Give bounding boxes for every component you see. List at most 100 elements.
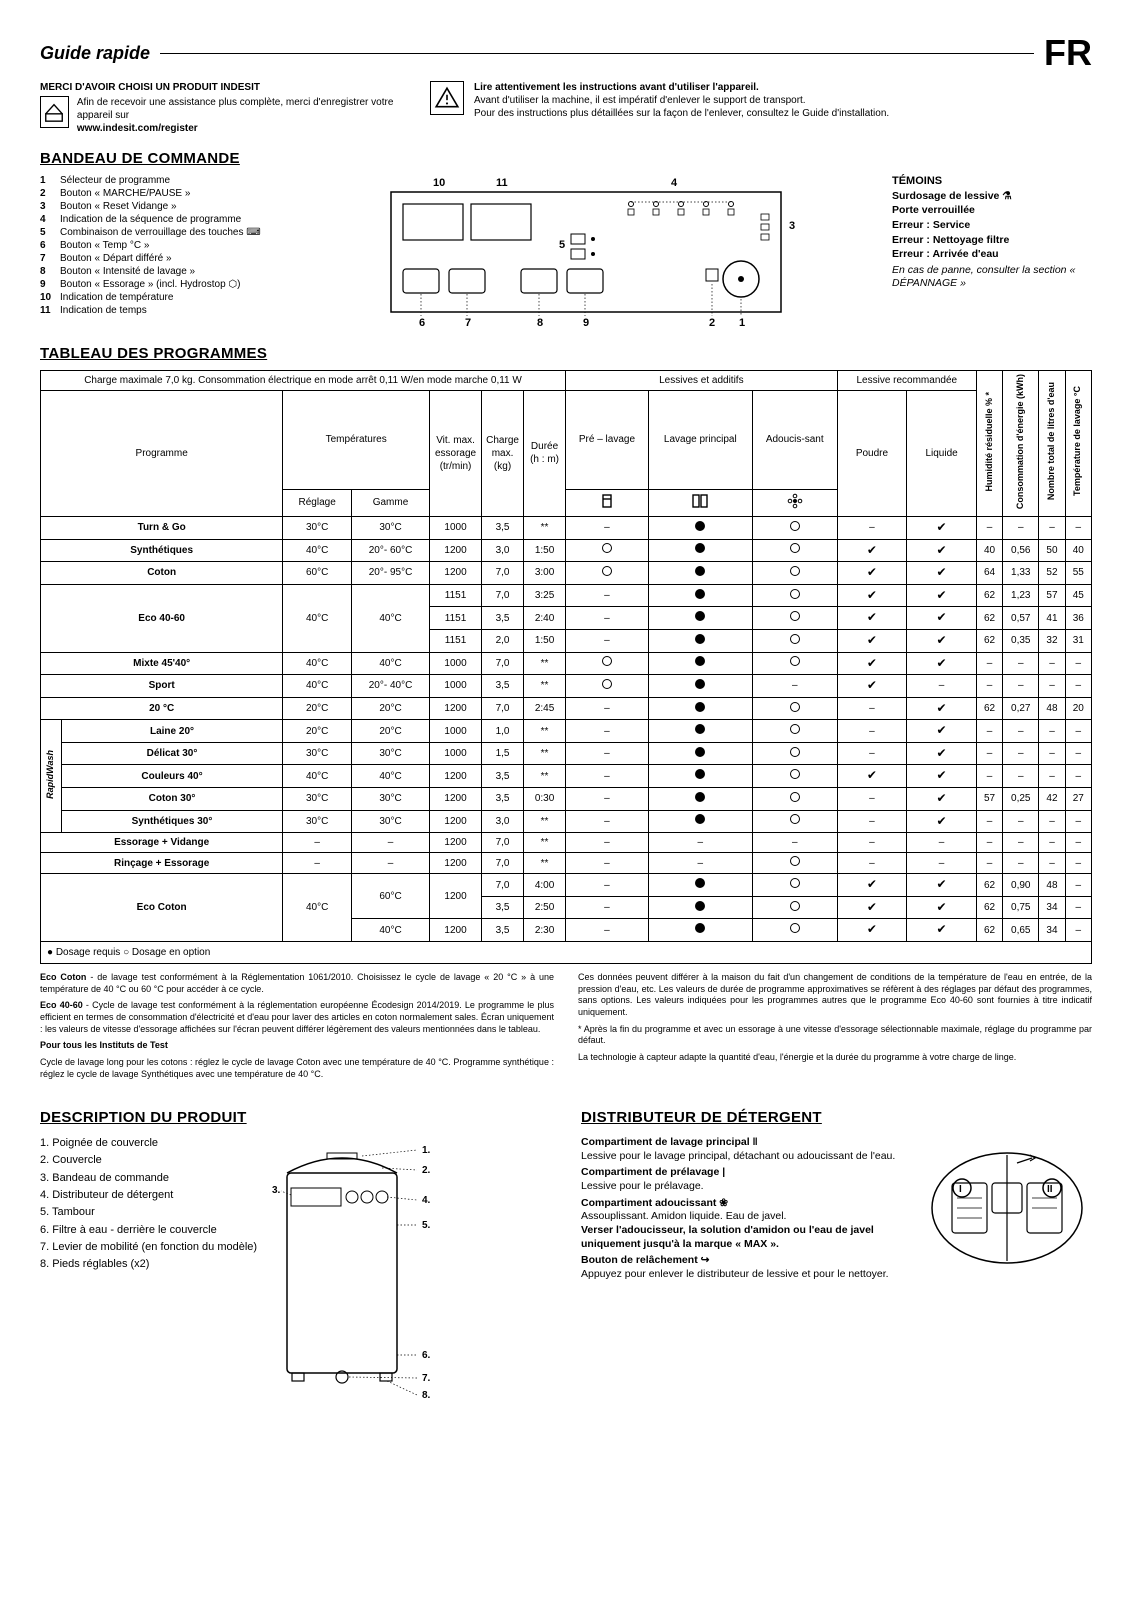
comp-soft-title: Compartiment adoucissant ❀ xyxy=(581,1197,912,1211)
table-header-note: Charge maximale 7,0 kg. Consommation éle… xyxy=(41,370,566,390)
dot-optional-icon xyxy=(790,769,800,779)
svg-text:I: I xyxy=(959,1184,962,1195)
col-group-recom: Lessive recommandée xyxy=(837,370,976,390)
col-group-lessives: Lessives et additifs xyxy=(566,370,838,390)
notes-right: Ces données peuvent différer à la maison… xyxy=(578,972,1092,1086)
temoin-item: Porte verrouillée xyxy=(892,204,1092,218)
legend-num: 6 xyxy=(40,239,54,252)
dot-optional-icon xyxy=(790,878,800,888)
dot-optional-icon xyxy=(790,611,800,621)
temoin-item: Erreur : Service xyxy=(892,219,1092,233)
comp-release-text: Appuyez pour enlever le distributeur de … xyxy=(581,1268,912,1282)
note-paragraph: Ces données peuvent différer à la maison… xyxy=(578,972,1092,1019)
check-icon xyxy=(867,903,877,914)
table-row: Couleurs 40°40°C40°C12003,5**––––– xyxy=(41,765,1092,788)
col-principal: Lavage principal xyxy=(648,390,752,489)
svg-text:6: 6 xyxy=(419,317,425,329)
col-reglage: Réglage xyxy=(283,489,352,516)
dot-required-icon xyxy=(695,521,705,531)
check-icon xyxy=(867,636,877,647)
table-row: Synthétiques 30°30°C30°C12003,0**–––––– xyxy=(41,810,1092,833)
temoins-title: TÉMOINS xyxy=(892,174,1092,188)
lang-badge: FR xyxy=(1044,30,1092,77)
check-icon xyxy=(937,794,947,805)
legend-text: Bouton « Temp °C » xyxy=(60,239,149,252)
legend-text: Indication de la séquence de programme xyxy=(60,213,241,226)
col-adouc: Adoucis-sant xyxy=(752,390,837,489)
svg-text:1: 1 xyxy=(739,317,745,329)
detergent-title: DISTRIBUTEUR DE DÉTERGENT xyxy=(581,1108,1092,1128)
table-row: Synthétiques40°C20°- 60°C12003,01:50400,… xyxy=(41,539,1092,562)
svg-text:II: II xyxy=(1047,1184,1053,1195)
svg-text:4.: 4. xyxy=(422,1195,431,1206)
dot-required-icon xyxy=(695,901,705,911)
dot-required-icon xyxy=(695,923,705,933)
check-icon xyxy=(937,880,947,891)
legend-num: 4 xyxy=(40,213,54,226)
col-tlavage: Température de lavage °C xyxy=(1072,386,1084,496)
table-row: Mixte 45'40°40°C40°C10007,0**–––– xyxy=(41,652,1092,675)
col-conso: Consommation d'énergie (kWh) xyxy=(1015,374,1027,509)
check-icon xyxy=(867,771,877,782)
comp-release-title: Bouton de relâchement ↪ xyxy=(581,1254,912,1268)
detergent-diagram: I II xyxy=(922,1133,1092,1297)
description-item: 7. Levier de mobilité (en fonction du mo… xyxy=(40,1240,257,1254)
legend-text: Bouton « Départ différé » xyxy=(60,252,172,265)
dot-required-icon xyxy=(695,814,705,824)
table-row: Coton 30°30°C30°C12003,50:30––570,254227 xyxy=(41,788,1092,811)
legend-text: Sélecteur de programme xyxy=(60,174,170,187)
description-item: 8. Pieds réglables (x2) xyxy=(40,1257,257,1271)
legend-text: Bouton « MARCHE/PAUSE » xyxy=(60,187,190,200)
col-duree: Durée (h : m) xyxy=(524,390,566,516)
comp-soft-bold: Verser l'adoucisseur, la solution d'amid… xyxy=(581,1224,874,1250)
col-programme: Programme xyxy=(41,390,283,516)
dot-required-icon xyxy=(695,634,705,644)
check-icon xyxy=(937,771,947,782)
svg-text:2: 2 xyxy=(709,317,715,329)
col-charge: Charge max. (kg) xyxy=(482,390,524,516)
table-row: Eco 40-6040°C40°C11517,03:25–621,235745 xyxy=(41,584,1092,607)
check-icon xyxy=(937,591,947,602)
col-eau: Nombre total de litres d'eau xyxy=(1046,382,1058,500)
dot-optional-icon xyxy=(790,724,800,734)
dot-required-icon xyxy=(695,878,705,888)
description-item: 1. Poignée de couvercle xyxy=(40,1136,257,1150)
panel-diagram: 10 11 4 3 5 6 7 8 9 1 2 xyxy=(300,174,872,334)
svg-text:3.: 3. xyxy=(272,1185,281,1196)
warning-icon xyxy=(430,81,464,115)
description-item: 2. Couvercle xyxy=(40,1153,257,1167)
legend-text: Bouton « Essorage » (incl. Hydrostop ⬡) xyxy=(60,278,240,291)
dot-optional-icon xyxy=(790,521,800,531)
dot-optional-icon xyxy=(790,589,800,599)
table-row: Essorage + Vidange––12007,0**––––––––– xyxy=(41,833,1092,853)
table-row: Délicat 30°30°C30°C10001,5**–––––– xyxy=(41,742,1092,765)
svg-text:2.: 2. xyxy=(422,1165,431,1176)
col-humidite: Humidité résiduelle % * xyxy=(984,392,996,492)
panel-legend: 1Sélecteur de programme2Bouton « MARCHE/… xyxy=(40,174,280,334)
comp-pre-text: Lessive pour le prélavage. xyxy=(581,1180,912,1194)
check-icon xyxy=(867,591,877,602)
col-poudre: Poudre xyxy=(837,390,907,516)
dot-optional-icon xyxy=(790,566,800,576)
description-item: 4. Distributeur de détergent xyxy=(40,1188,257,1202)
table-row: 20 °C20°C20°C12007,02:45––620,274820 xyxy=(41,697,1092,720)
dot-required-icon xyxy=(695,747,705,757)
table-row: RapidWashLaine 20°20°C20°C10001,0**–––––… xyxy=(41,720,1092,743)
product-diagram: 1. 2. 3. 4. 5. 6. 7. 8. xyxy=(267,1133,457,1407)
svg-text:10: 10 xyxy=(433,177,445,189)
table-row: Sport40°C20°- 40°C10003,5**–––––– xyxy=(41,675,1092,698)
comp-main-title: Compartiment de lavage principal ‖ xyxy=(581,1136,912,1150)
temoins-block: TÉMOINS Surdosage de lessive ⚗Porte verr… xyxy=(892,174,1092,334)
description-title: DESCRIPTION DU PRODUIT xyxy=(40,1108,551,1128)
legend-text: Indication de température xyxy=(60,291,173,304)
dot-optional-icon xyxy=(602,679,612,689)
dot-required-icon xyxy=(695,679,705,689)
check-icon xyxy=(867,880,877,891)
dot-optional-icon xyxy=(602,656,612,666)
legend-num: 11 xyxy=(40,304,54,317)
svg-text:5.: 5. xyxy=(422,1220,431,1231)
dot-optional-icon xyxy=(790,792,800,802)
svg-text:3: 3 xyxy=(789,220,795,232)
comp-main-text: Lessive pour le lavage principal, détach… xyxy=(581,1150,912,1164)
note-paragraph: Pour tous les Instituts de Test xyxy=(40,1040,554,1052)
